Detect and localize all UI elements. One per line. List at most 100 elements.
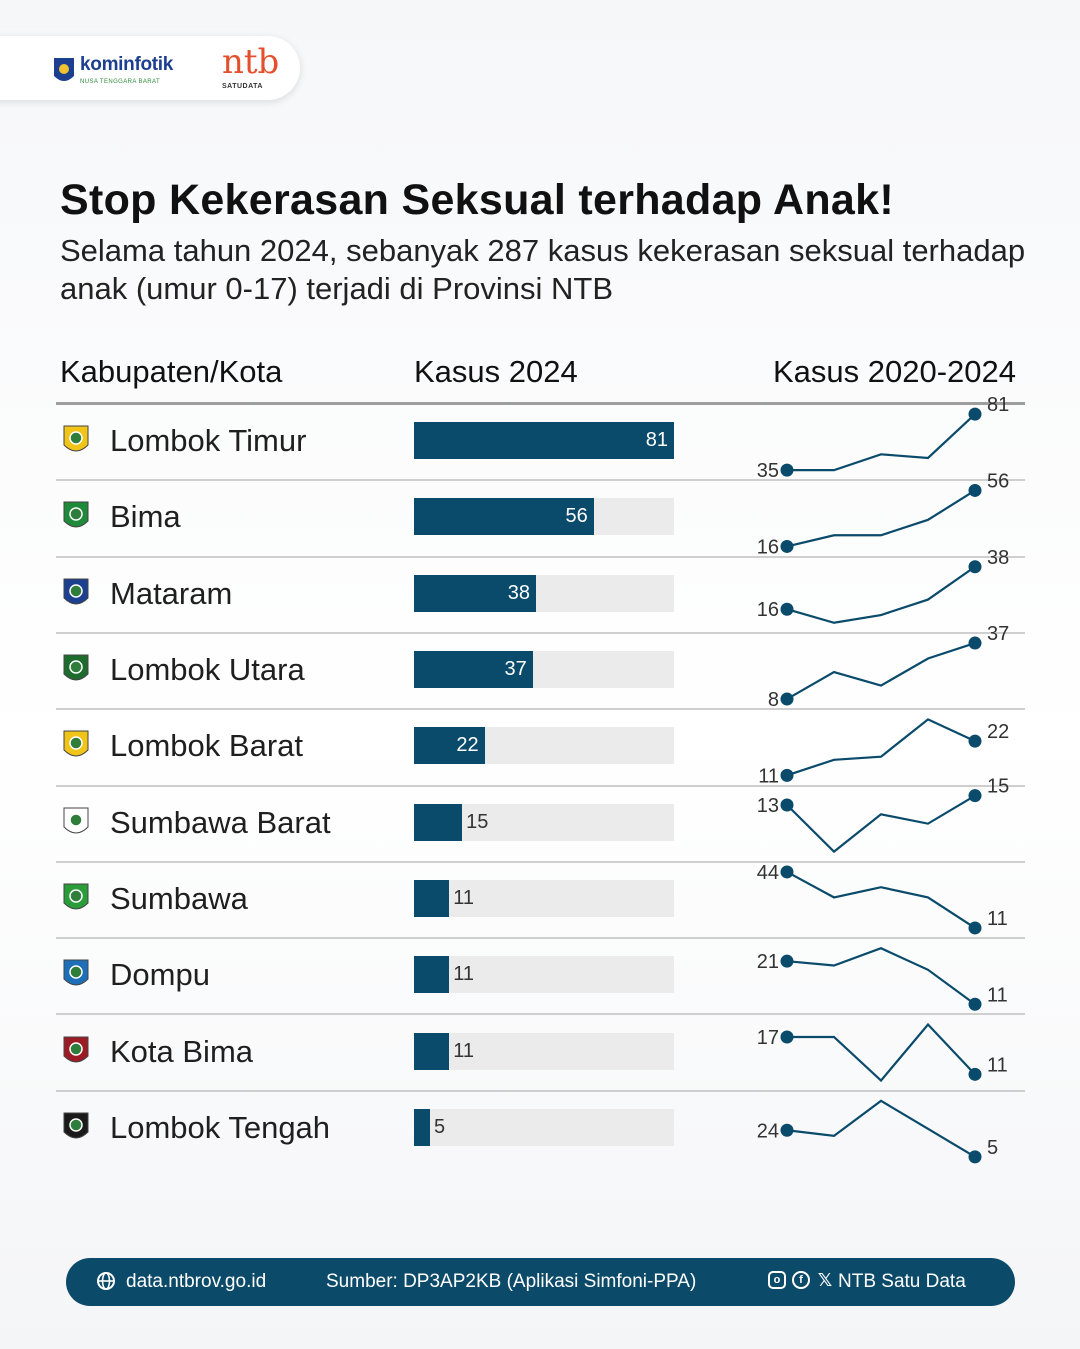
trend-line — [786, 642, 976, 701]
bar-value-label: 38 — [507, 581, 530, 604]
trend-value-label: 37 — [987, 623, 1009, 645]
trend-point — [780, 1123, 794, 1137]
bar-track: 11 — [414, 956, 674, 994]
trend-point — [780, 692, 794, 706]
trend-line — [786, 794, 976, 854]
trend-point — [780, 768, 794, 782]
trend-point — [780, 865, 794, 879]
bar-track: 37 — [414, 651, 674, 689]
header-divider — [56, 402, 1025, 405]
x-icon[interactable]: 𝕏 — [817, 1270, 833, 1290]
trend-value-label: 11 — [987, 984, 1008, 1006]
trend-value-label: 17 — [757, 1027, 779, 1049]
bar-track: 15 — [414, 803, 674, 841]
bar-2024 — [414, 498, 594, 536]
social-handle: NTB Satu Data — [838, 1271, 966, 1292]
bar-2024 — [414, 803, 463, 841]
trend-value-label: 81 — [987, 394, 1009, 416]
kominfotik-subtitle: NUSA TENGGARA BARAT — [80, 79, 161, 85]
trend-value-label: 15 — [987, 776, 1009, 798]
row-divider — [56, 784, 1025, 787]
bar-value-label: 5 — [434, 1115, 446, 1138]
trend-point — [780, 1030, 794, 1044]
trend-value-label: 16 — [757, 599, 779, 621]
region-emblem-icon — [62, 1034, 90, 1068]
trend-value-label: 35 — [757, 460, 779, 482]
facebook-icon[interactable]: f — [792, 1271, 810, 1289]
region-emblem-icon — [62, 1110, 90, 1144]
region-name: Sumbawa Barat — [110, 804, 331, 840]
website-link[interactable]: data.ntbrov.go.id — [126, 1271, 267, 1292]
row-divider — [56, 631, 1025, 634]
globe-icon — [97, 1272, 115, 1290]
region-name: Lombok Tengah — [110, 1109, 331, 1145]
row-divider — [56, 708, 1025, 711]
trend-line — [786, 870, 976, 929]
bar-2024 — [414, 956, 450, 994]
row-divider — [56, 555, 1025, 558]
trend-point — [968, 1150, 982, 1164]
trend-value-label: 8 — [768, 689, 779, 711]
trend-line — [786, 1099, 976, 1158]
footer-bar: data.ntbrov.go.id Sumber: DP3AP2KB (Apli… — [66, 1258, 1015, 1306]
bar-2024 — [414, 574, 536, 612]
trend-line — [786, 565, 976, 624]
region-emblem-icon — [62, 423, 90, 457]
trend-value-label: 16 — [757, 536, 779, 558]
bar-value-label: 81 — [645, 429, 668, 452]
bar-value-label: 15 — [466, 810, 489, 833]
trend-value-label: 13 — [757, 795, 779, 817]
trend-value-label: 44 — [757, 862, 779, 884]
row-divider — [56, 1013, 1025, 1016]
row-divider — [56, 937, 1025, 940]
region-emblem-icon — [62, 728, 90, 762]
trend-sparklines: 35 81 16 56 16 38 8 37 11 22 13 15 44 11 21 11 17 11 24 5 — [757, 394, 1009, 1164]
region-name: Bima — [110, 499, 181, 535]
instagram-icon[interactable]: o — [768, 1271, 786, 1289]
region-emblem-icon — [62, 805, 90, 839]
trend-line — [786, 489, 976, 548]
kominfotik-logo: kominfotik — [80, 54, 174, 75]
column-header-trend: Kasus 2020-2024 — [772, 354, 1016, 389]
trend-value-label: 21 — [757, 951, 779, 973]
region-emblem-icon — [62, 499, 90, 533]
trend-value-label: 22 — [987, 721, 1009, 743]
bar-value-label: 11 — [453, 1039, 475, 1062]
bar-track: 81 — [414, 422, 674, 460]
satudata-label: SATUDATA — [222, 83, 263, 90]
trend-point — [780, 602, 794, 616]
logo-banner — [0, 36, 300, 100]
trend-point — [780, 954, 794, 968]
trend-point — [968, 407, 982, 421]
region-name: Mataram — [110, 575, 233, 611]
trend-point — [968, 734, 982, 748]
bar-track: 11 — [414, 1032, 674, 1070]
page-subtitle: Selama tahun 2024, sebanyak 287 kasus ke… — [60, 233, 1026, 306]
trend-line — [786, 947, 976, 1006]
trend-value-label: 11 — [987, 1054, 1008, 1076]
trend-line — [787, 413, 976, 472]
column-header-cases-2024: Kasus 2024 — [414, 354, 578, 389]
ntb-emblem-icon — [54, 58, 74, 81]
trend-line — [787, 1022, 976, 1083]
page-title: Stop Kekerasan Seksual terhadap Anak! — [60, 176, 894, 224]
bar-2024 — [414, 422, 674, 460]
row-divider — [56, 1089, 1025, 1092]
bar-value-label: 11 — [453, 886, 475, 909]
trend-value-label: 38 — [987, 547, 1009, 569]
region-name: Sumbawa — [110, 880, 248, 916]
trend-point — [968, 921, 982, 935]
column-header-region: Kabupaten/Kota — [60, 354, 283, 389]
trend-point — [968, 789, 982, 803]
bar-value-label: 37 — [504, 658, 527, 681]
bar-value-label: 56 — [565, 505, 588, 528]
region-name: Lombok Utara — [110, 652, 305, 688]
bar-track: 56 — [414, 498, 674, 536]
trend-point — [780, 798, 794, 812]
region-emblem-icon — [62, 576, 90, 610]
trend-point — [968, 1067, 982, 1081]
ntb-logo: ntb — [222, 42, 280, 82]
row-divider — [56, 860, 1025, 863]
trend-point — [968, 483, 982, 497]
region-emblem-icon — [62, 881, 90, 915]
